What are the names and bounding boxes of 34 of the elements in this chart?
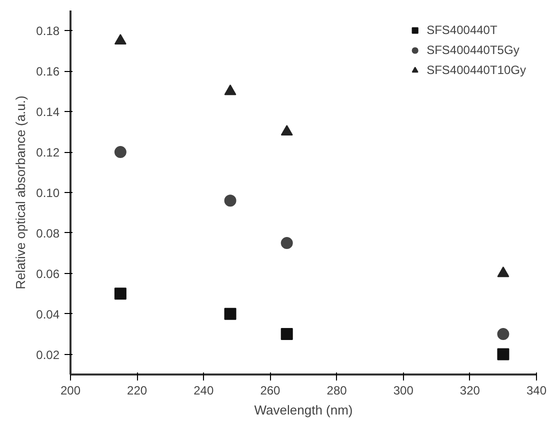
y-tick-label: 0.10 (36, 186, 60, 200)
legend-label: SFS400440T5Gy (426, 43, 520, 57)
point (497, 328, 510, 340)
x-tick-label: 300 (393, 384, 414, 398)
y-tick-label: 0.18 (36, 24, 60, 38)
x-tick-label: 320 (460, 384, 480, 398)
y-tick-label: 0.08 (36, 226, 60, 240)
x-tick-label: 200 (60, 384, 81, 398)
legend-label: SFS400440T (426, 23, 498, 37)
y-tick-label: 0.04 (36, 307, 60, 322)
point (114, 34, 126, 45)
y-tick-label: 0.12 (36, 146, 60, 160)
y-tick-label: 0.16 (36, 64, 60, 79)
y-axis-title: Relative optical absorbance (a.u.) (13, 96, 28, 290)
x-tick-label: 340 (526, 384, 547, 398)
point (280, 328, 293, 340)
point (114, 288, 126, 300)
point (224, 194, 236, 207)
point (497, 348, 510, 360)
point (280, 124, 293, 136)
legend-label: SFS400440T10Gy (426, 63, 526, 77)
point (224, 308, 236, 320)
point (280, 237, 293, 250)
y-tick-label: 0.06 (36, 266, 60, 281)
point (224, 84, 236, 96)
x-tick-label: 260 (260, 384, 281, 398)
point (497, 266, 510, 278)
x-axis-title: Wavelength (nm) (254, 402, 353, 418)
x-tick-label: 280 (326, 384, 348, 398)
y-tick-label: 0.14 (36, 105, 60, 120)
x-tick-label: 240 (194, 384, 214, 398)
x-tick-label: 220 (127, 384, 148, 398)
y-tick-label: 0.02 (36, 348, 60, 362)
point (114, 146, 126, 158)
